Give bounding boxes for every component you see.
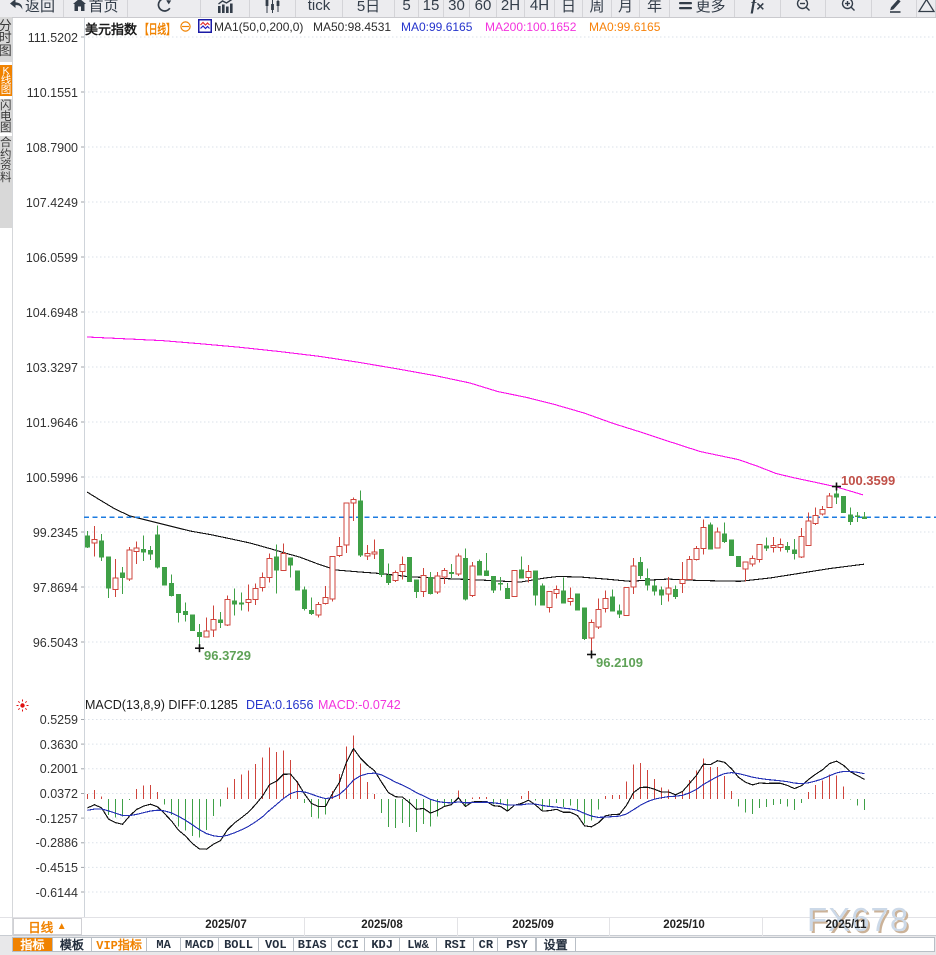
svg-text:96.2109: 96.2109 [596, 655, 643, 670]
svg-text:96.3729: 96.3729 [204, 648, 251, 663]
svg-text:100.3599: 100.3599 [841, 473, 895, 488]
